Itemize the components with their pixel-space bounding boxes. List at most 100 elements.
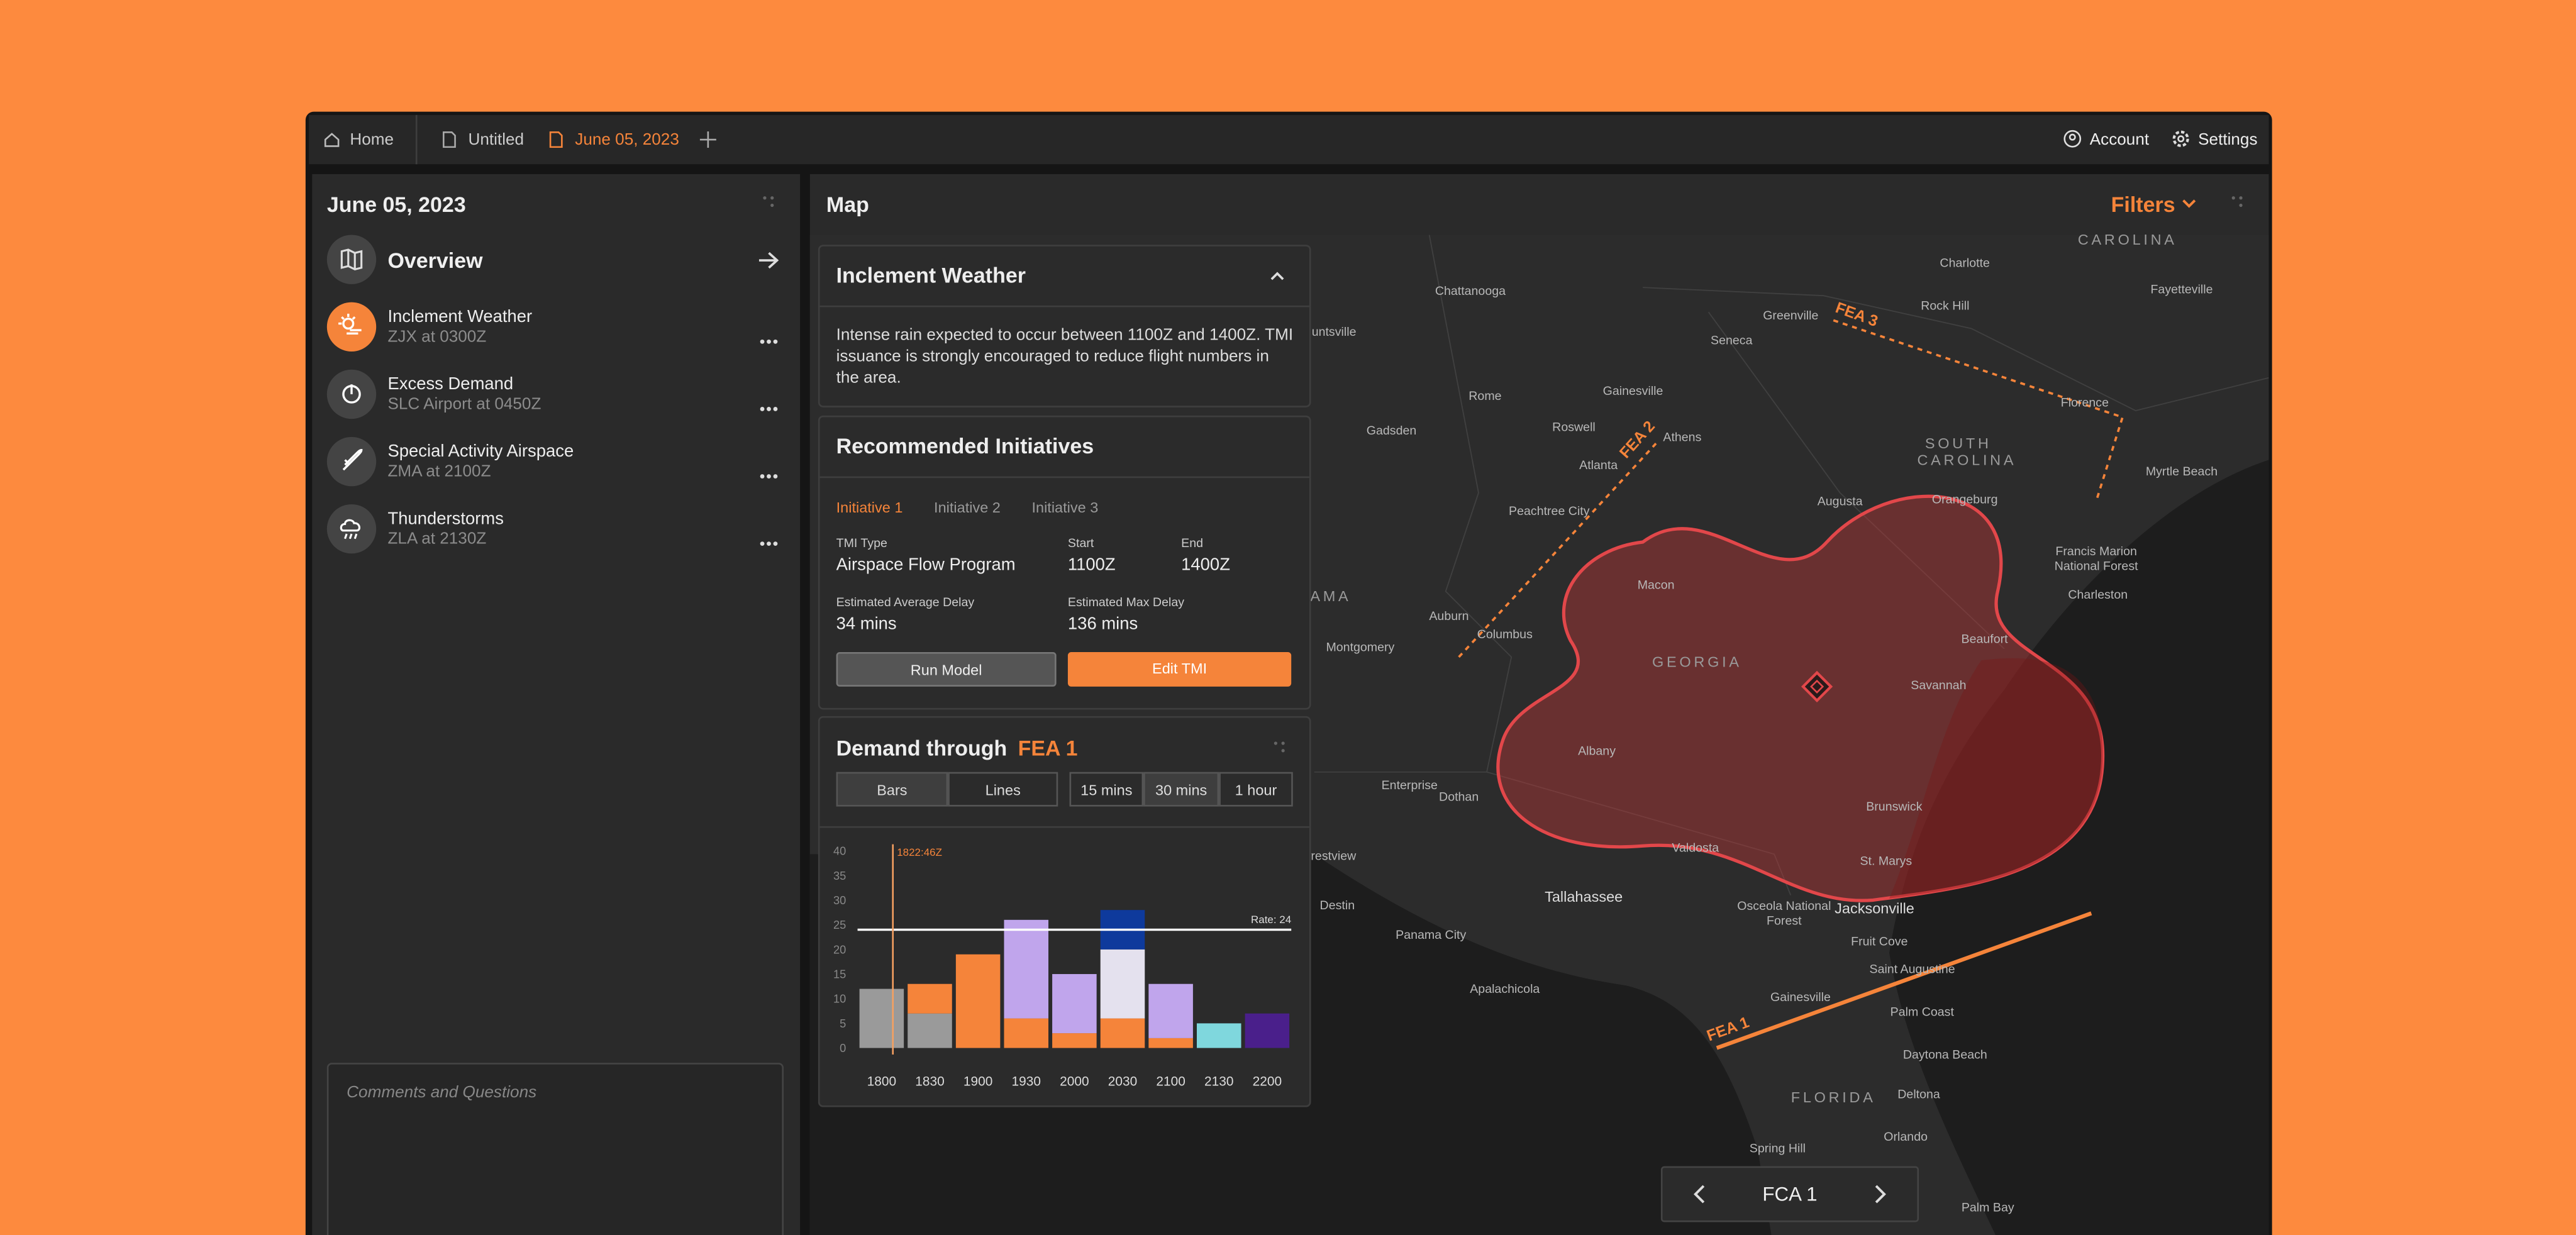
- settings-button[interactable]: Settings: [2198, 131, 2258, 150]
- prev-button[interactable]: [1692, 1184, 1706, 1204]
- y-tick-label: 20: [833, 943, 846, 956]
- title-highlight: FEA 1: [1018, 736, 1078, 761]
- city-label: Dothan: [1439, 789, 1479, 804]
- y-tick-label: 40: [833, 845, 846, 858]
- drag-handle[interactable]: [2231, 196, 2244, 209]
- y-tick-label: 25: [833, 918, 846, 931]
- alert-subtitle: ZJX at 0300Z: [387, 328, 487, 347]
- document-tab[interactable]: Untitled: [468, 131, 525, 150]
- x-tick-label: 2100: [1156, 1075, 1185, 1089]
- y-tick-label: 0: [840, 1041, 846, 1055]
- add-tab[interactable]: [699, 131, 716, 148]
- field-value: 136 mins: [1067, 614, 1138, 634]
- document-tab-active[interactable]: June 05, 2023: [575, 131, 679, 150]
- x-tick-label: 2130: [1204, 1075, 1233, 1089]
- state-label: GEORGIA: [1652, 653, 1742, 670]
- city-label: Macon: [1637, 577, 1675, 592]
- view-toggle[interactable]: Bars: [836, 772, 948, 807]
- drag-handle[interactable]: [1273, 741, 1286, 754]
- city-label: Myrtle Beach: [2145, 463, 2218, 479]
- bar-segment: [1052, 1033, 1097, 1048]
- alert-title[interactable]: Inclement Weather: [387, 307, 533, 327]
- bar-segment: [1148, 1038, 1193, 1048]
- city-label: Chattanooga: [1435, 283, 1506, 299]
- bar-segment: [1100, 949, 1145, 1019]
- field-label: Estimated Max Delay: [1067, 594, 1185, 610]
- field-value: 1100Z: [1067, 555, 1116, 575]
- filters-button[interactable]: Filters: [2111, 192, 2175, 217]
- city-label: Orangeburg: [1931, 492, 1998, 507]
- field-value: 34 mins: [836, 614, 897, 634]
- sidebar-title: June 05, 2023: [326, 192, 466, 217]
- account-button[interactable]: Account: [2089, 131, 2150, 150]
- drag-handle[interactable]: [762, 196, 775, 209]
- home-icon: [324, 133, 340, 147]
- bar-segment: [1148, 983, 1193, 1038]
- city-label-major: Jacksonville: [1835, 900, 1914, 917]
- run-model-button[interactable]: Run Model: [836, 652, 1057, 687]
- collapse-button[interactable]: [1270, 271, 1285, 281]
- alert-icon: [326, 436, 377, 487]
- x-tick-label: 2200: [1253, 1075, 1282, 1089]
- arrow-icon[interactable]: [758, 252, 779, 270]
- rate-label: Rate: 24: [1251, 914, 1291, 926]
- y-tick-label: 15: [833, 968, 846, 981]
- fca-nav: FCA 1: [1660, 1166, 1919, 1222]
- city-label: Daytona Beach: [1902, 1047, 1987, 1062]
- alert-title[interactable]: Thunderstorms: [387, 509, 504, 529]
- city-label: Valdosta: [1672, 840, 1719, 855]
- more-button[interactable]: [759, 526, 779, 546]
- overview-link[interactable]: Overview: [387, 248, 483, 273]
- state-label: SOUTH CAROLINA: [1917, 435, 2017, 468]
- initiatives-card: Recommended Initiatives Initiative 1 Init…: [818, 415, 1311, 710]
- x-tick-label: 1800: [867, 1075, 896, 1089]
- weather-card: Inclement Weather Intense rain expected …: [818, 245, 1311, 407]
- tab-bar: Home Untitled June 05, 2023 Account Sett…: [309, 114, 2269, 165]
- fca-label: FCA 1: [1762, 1182, 1818, 1206]
- comments-box[interactable]: Comments and Questions: [326, 1063, 784, 1235]
- settings-icon: [2172, 130, 2189, 147]
- weather-body: Intense rain expected to occur between 1…: [836, 326, 1294, 388]
- alert-subtitle: SLC Airport at 0450Z: [387, 396, 541, 414]
- overview-icon: [326, 235, 377, 284]
- view-toggle[interactable]: Lines: [948, 772, 1058, 807]
- city-label: Peachtree City: [1509, 503, 1590, 519]
- city-label-major: Tallahassee: [1545, 889, 1623, 905]
- alert-title[interactable]: Special Activity Airspace: [387, 441, 574, 462]
- city-label: Fruit Cove: [1851, 934, 1908, 949]
- interval-toggle[interactable]: 15 mins: [1069, 772, 1144, 807]
- city-label: St. Marys: [1860, 853, 1913, 868]
- city-label: Charlotte: [1940, 255, 1990, 270]
- next-button[interactable]: [1875, 1184, 1888, 1204]
- home-tab[interactable]: Home: [350, 131, 394, 150]
- fea-3-line[interactable]: [1833, 319, 2124, 502]
- city-label: Augusta: [1817, 493, 1863, 509]
- title-text: Demand through: [836, 736, 1008, 761]
- more-button[interactable]: [759, 391, 779, 411]
- city-label: untsville: [1311, 324, 1357, 340]
- time-marker-label: 1822:46Z: [897, 846, 942, 858]
- interval-toggle[interactable]: 30 mins: [1143, 772, 1219, 807]
- interval-toggle[interactable]: 1 hour: [1219, 772, 1293, 807]
- weather-area[interactable]: [1496, 494, 2105, 902]
- city-label: Panama City: [1396, 927, 1467, 943]
- initiative-tab[interactable]: Initiative 2: [934, 499, 1001, 516]
- edit-tmi-button[interactable]: Edit TMI: [1067, 652, 1292, 687]
- card-title: Demand through FEA 1: [836, 736, 1078, 760]
- y-tick-label: 10: [833, 992, 846, 1005]
- card-title: Inclement Weather: [819, 246, 1309, 307]
- alert-icon: [326, 302, 377, 352]
- weather-marker[interactable]: [1801, 670, 1833, 703]
- demand-card: Demand through FEA 1 Bars Lines 15 mins 30 …: [818, 716, 1311, 1107]
- initiative-tab-active[interactable]: Initiative 1: [836, 499, 903, 516]
- more-button[interactable]: [759, 458, 779, 479]
- city-label: Montgomery: [1326, 640, 1395, 655]
- more-button[interactable]: [759, 324, 779, 344]
- city-label: Gainesville: [1602, 383, 1663, 399]
- alert-title[interactable]: Excess Demand: [387, 374, 514, 394]
- field-value: 1400Z: [1181, 555, 1230, 575]
- fea-1-line[interactable]: [1716, 911, 2092, 1050]
- initiative-tab[interactable]: Initiative 3: [1031, 499, 1099, 516]
- city-label: Saint Augustine: [1869, 961, 1955, 977]
